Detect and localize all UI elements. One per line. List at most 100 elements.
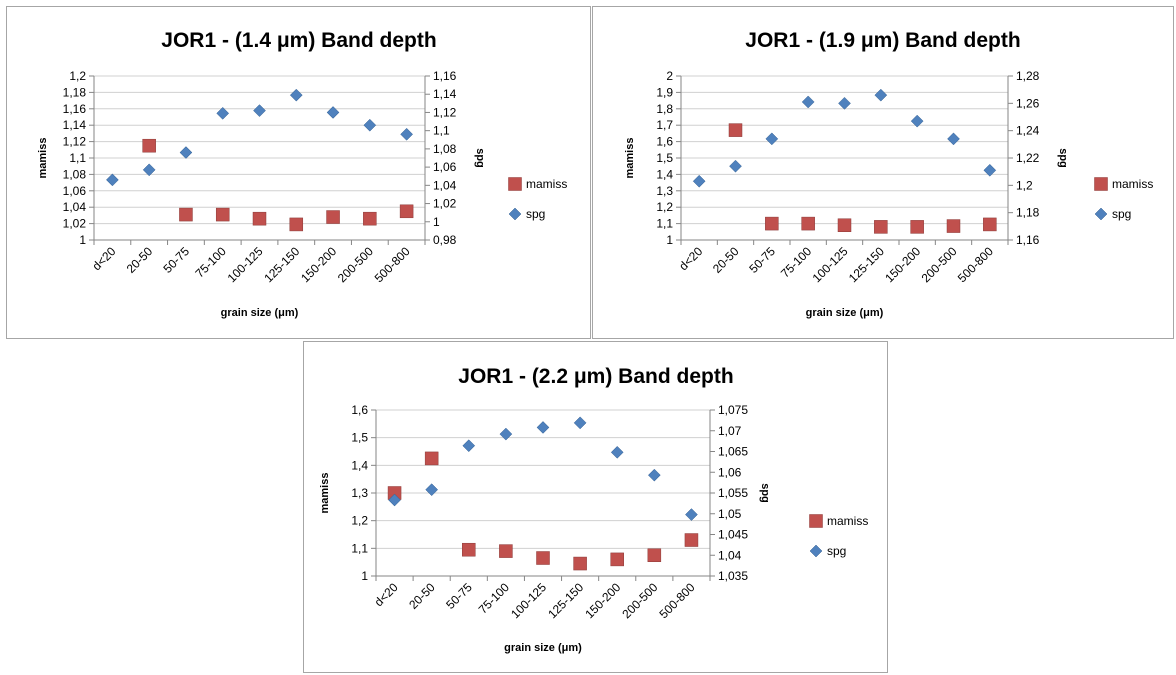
data-point-mamiss [946,219,961,233]
y-left-tick-label: 1,4 [351,458,368,472]
y-right-tick-label: 1,06 [433,160,457,174]
data-point-spg [179,146,193,159]
y-right-tick-label: 1,22 [1016,151,1040,165]
y-right-tick-label: 0,98 [433,233,457,247]
chart-panel-1-4um: JOR1 - (1.4 μm) Band depth 1 1,02 1,04 1,06 1… [6,6,591,339]
data-point-spg [610,445,624,459]
data-point-spg [462,439,476,453]
y-left-tick-label: 1,06 [63,184,87,198]
data-point-spg [536,421,550,434]
legend-marker-spg [809,544,823,558]
chart-svg: JOR1 - (1.9 μm) Band depth 1 1,1 1,2 1,3 1,4 1… [624,29,1153,319]
x-tick-label: 75-100 [476,580,513,617]
y-left-axis-title: mamiss [319,473,331,514]
x-tick-label: d<20 [676,244,705,273]
data-point-spg [289,88,303,102]
data-point-mamiss [874,220,888,234]
y-right-tick-label: 1,1 [433,124,450,138]
y-right-tick-label: 1,075 [718,403,748,417]
data-point-mamiss [142,138,156,153]
data-point-mamiss [910,220,924,234]
data-point-mamiss [499,544,513,558]
x-axis-title: grain size (μm) [504,642,582,654]
y-left-tick-label: 1,2 [69,69,86,83]
x-tick-label: 200-500 [335,244,376,285]
data-point-spg [425,483,439,497]
y-left-tick-label: 1,6 [351,403,368,417]
y-left-tick-label: 1,12 [63,135,87,149]
data-point-mamiss [647,548,662,562]
data-point-mamiss [289,217,304,232]
data-point-spg [838,96,851,110]
x-tick-label: 125-150 [846,244,887,285]
y-left-tick-label: 1,3 [656,184,673,198]
x-tick-label: 200-500 [919,244,960,285]
y-left-tick-label: 2 [666,69,673,83]
data-point-spg [647,468,661,482]
data-point-mamiss [728,123,743,137]
y-left-tick-label: 1,5 [656,151,673,165]
chart-title: JOR1 - (2.2 μm) Band depth [458,365,733,388]
y-left-tick-label: 1,5 [351,431,368,445]
data-point-mamiss [399,204,414,219]
y-left-tick-label: 1,4 [656,167,673,181]
data-point-mamiss [363,211,377,226]
y-right-tick-label: 1,2 [1016,178,1033,192]
y-right-tick-label: 1,04 [718,548,742,562]
x-tick-label: 500-800 [372,244,413,285]
data-point-spg [801,95,815,109]
y-right-tick-label: 1,28 [1016,69,1040,83]
data-point-mamiss [462,542,476,557]
chart-title: JOR1 - (1.9 μm) Band depth [745,29,1020,52]
y-left-tick-label: 1,8 [656,102,673,116]
data-point-spg [216,107,230,120]
x-tick-label: 150-200 [882,244,923,285]
chart-svg: JOR1 - (1.4 μm) Band depth 1 1,02 1,04 1,06 1… [37,29,567,319]
y-right-tick-label: 1,16 [433,69,457,83]
x-tick-label: 125-150 [261,244,302,285]
y-left-tick-label: 1,2 [351,514,368,528]
y-left-tick-label: 1,3 [351,486,368,500]
y-left-tick-label: 1,04 [63,200,87,214]
data-point-mamiss [252,211,267,226]
x-tick-label: 150-200 [298,244,339,285]
data-point-spg [983,163,997,177]
y-right-tick-label: 1,035 [718,569,748,583]
y-left-axis-title: mamiss [624,138,636,179]
chart-panel-1-9um: JOR1 - (1.9 μm) Band depth 1 1,1 1,2 1,3 1,4 1… [592,6,1174,339]
data-point-spg [388,493,401,507]
chart-title: JOR1 - (1.4 μm) Band depth [161,29,436,52]
y-right-tick-label: 1,06 [718,465,742,479]
x-tick-label: 100-125 [508,580,549,621]
x-tick-label: 200-500 [619,580,660,621]
data-point-mamiss [801,216,815,231]
legend-marker-mamiss [508,177,522,191]
data-point-spg [765,132,779,146]
y-left-tick-label: 1,08 [63,167,87,181]
y-left-tick-label: 1 [361,569,368,583]
y-right-tick-label: 1,18 [1016,206,1040,220]
data-point-spg [910,114,924,128]
x-tick-label: 50-75 [160,244,192,276]
data-point-spg [729,159,742,173]
x-tick-label: 20-50 [406,580,438,612]
legend-marker-mamiss [809,514,823,528]
data-point-spg [573,416,587,430]
y-left-tick-label: 1 [79,233,86,247]
data-point-mamiss [424,451,439,466]
data-point-mamiss [765,216,779,231]
data-point-mamiss [573,556,587,571]
y-left-tick-label: 1,1 [656,217,673,231]
y-right-tick-label: 1,04 [433,178,457,192]
y-right-tick-label: 1,02 [433,197,457,211]
y-left-tick-label: 1,7 [656,118,673,132]
x-tick-label: 20-50 [124,244,156,276]
x-axis-title: grain size (μm) [806,307,884,319]
chart-panel-2-2um: JOR1 - (2.2 μm) Band depth 1 1,1 1,2 1,3 1,4 1… [303,341,888,673]
y-right-tick-label: 1,24 [1016,124,1040,138]
y-left-tick-label: 1,14 [63,118,87,132]
y-right-tick-label: 1,065 [718,445,748,459]
legend-label-spg: spg [827,544,846,558]
y-right-tick-label: 1,05 [718,507,742,521]
data-point-mamiss [326,210,340,224]
